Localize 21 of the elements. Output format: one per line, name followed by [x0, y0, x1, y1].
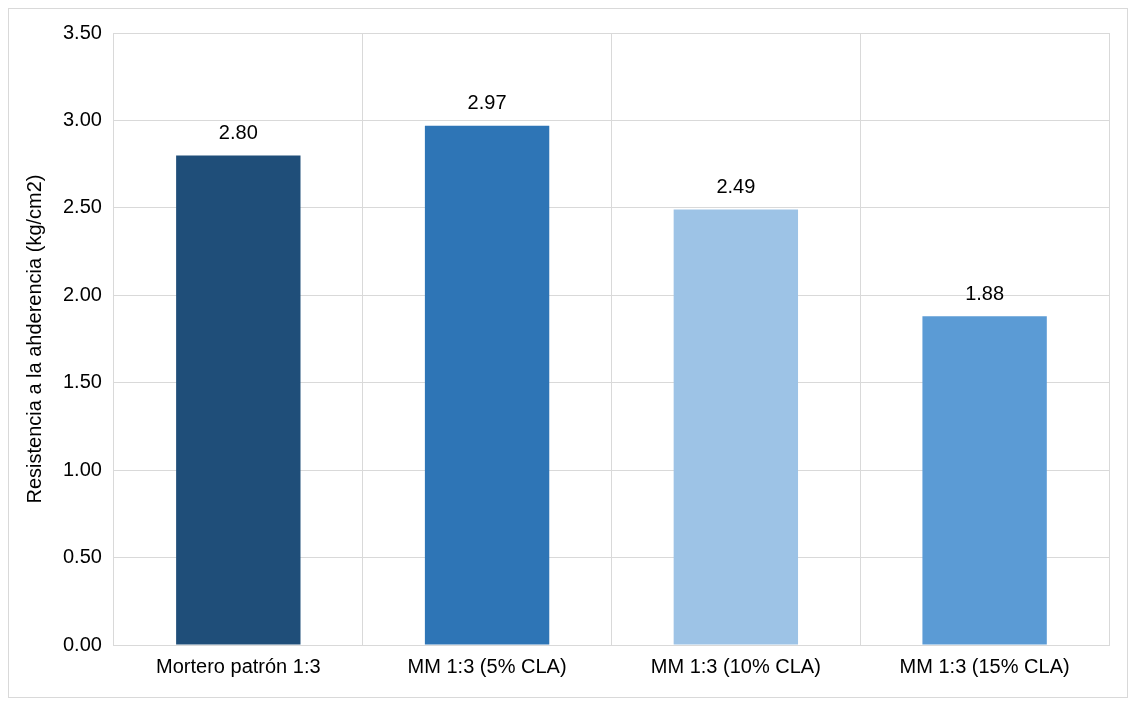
bar: [922, 316, 1047, 645]
x-tick-label: Mortero patrón 1:3: [156, 654, 321, 677]
data-label: 2.80: [218, 120, 258, 143]
bar: [176, 155, 301, 645]
y-tick-label: 0.00: [62, 632, 102, 655]
y-tick-label: 0.50: [62, 545, 102, 568]
y-tick-label: 2.50: [62, 195, 102, 218]
y-tick-label: 1.00: [62, 457, 102, 480]
y-tick-label: 2.00: [62, 282, 102, 305]
y-tick-label: 1.50: [62, 370, 102, 393]
bar: [673, 209, 799, 645]
data-label: 2.49: [716, 175, 756, 198]
x-tick-label: MM 1:3 (15% CLA): [899, 654, 1070, 677]
y-axis-title: Resistencia a la ahderencia (kg/cm2): [22, 174, 45, 504]
y-tick-label: 3.50: [62, 20, 102, 43]
data-label: 2.97: [467, 91, 507, 114]
bar: [424, 125, 550, 645]
data-label: 1.88: [965, 281, 1005, 304]
y-tick-label: 3.00: [62, 107, 102, 130]
x-tick-label: MM 1:3 (5% CLA): [407, 654, 567, 677]
x-tick-label: MM 1:3 (10% CLA): [650, 654, 821, 677]
